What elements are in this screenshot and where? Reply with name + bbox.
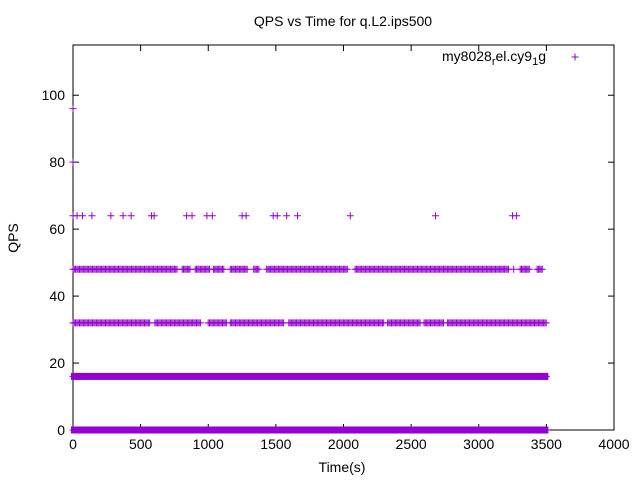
band-end-marker: [542, 426, 550, 434]
data-point: [69, 158, 77, 166]
x-tick-label: 1500: [260, 436, 291, 452]
band-marker: [343, 265, 351, 273]
data-point: [242, 212, 250, 220]
x-tick-label: 2000: [328, 436, 359, 452]
chart-title: QPS vs Time for q.L2.ips500: [254, 13, 432, 29]
y-tick-label: 20: [49, 355, 65, 371]
plot-frame: [72, 44, 615, 431]
band-end-marker: [69, 426, 77, 434]
x-tick-label: 3500: [531, 436, 562, 452]
plot-border: [72, 44, 615, 431]
band-marker: [542, 319, 550, 327]
y-tick-label: 40: [49, 288, 65, 304]
band-end-marker: [542, 372, 550, 380]
legend: my8028rel.cy91g: [442, 48, 579, 68]
qps-band-0: [69, 426, 550, 434]
band-dense-markers: [71, 426, 549, 434]
x-tick-label: 2500: [396, 436, 427, 452]
y-tick-label: 100: [42, 87, 66, 103]
data-point: [69, 105, 77, 113]
qps-band-32: [69, 319, 550, 327]
y-axis-ticks: 0 20 40 60 80 100: [42, 87, 614, 438]
data-point: [188, 212, 196, 220]
qps-band-48: [69, 265, 546, 273]
data-point: [294, 212, 302, 220]
y-axis-label: QPS: [5, 223, 21, 253]
x-tick-label: 3000: [463, 436, 494, 452]
y-tick-label: 0: [57, 422, 65, 438]
data-point: [88, 212, 96, 220]
data-point: [107, 212, 115, 220]
data-point: [127, 212, 135, 220]
x-tick-label: 4000: [598, 436, 629, 452]
band-end-marker: [69, 372, 77, 380]
x-axis-ticks: 0 500 1000 1500 2000 2500 3000 3500 4000: [69, 45, 630, 452]
data-point: [283, 212, 291, 220]
x-tick-label: 1000: [193, 436, 224, 452]
band-marker: [525, 265, 533, 273]
y-tick-label: 80: [49, 154, 65, 170]
band-marker: [510, 265, 518, 273]
band-dense-markers: [71, 372, 549, 380]
x-tick-label: 0: [69, 436, 77, 452]
data-points: [69, 105, 550, 434]
band-marker: [255, 265, 263, 273]
legend-marker: [571, 53, 579, 61]
legend-plus-marker: [571, 53, 579, 61]
data-point: [78, 212, 86, 220]
data-point: [273, 212, 281, 220]
data-point: [150, 212, 158, 220]
data-point: [431, 212, 439, 220]
x-tick-label: 500: [129, 436, 153, 452]
x-axis-label: Time(s): [319, 459, 366, 475]
band-marker: [196, 319, 204, 327]
data-point: [513, 212, 521, 220]
y-tick-label: 60: [49, 221, 65, 237]
band-marker: [243, 265, 251, 273]
band-marker: [220, 265, 228, 273]
band-marker: [538, 265, 546, 273]
legend-label: my8028rel.cy91g: [442, 48, 546, 68]
data-point: [119, 212, 127, 220]
data-point: [208, 212, 216, 220]
qps-band-16: [69, 372, 550, 380]
data-point: [346, 212, 354, 220]
